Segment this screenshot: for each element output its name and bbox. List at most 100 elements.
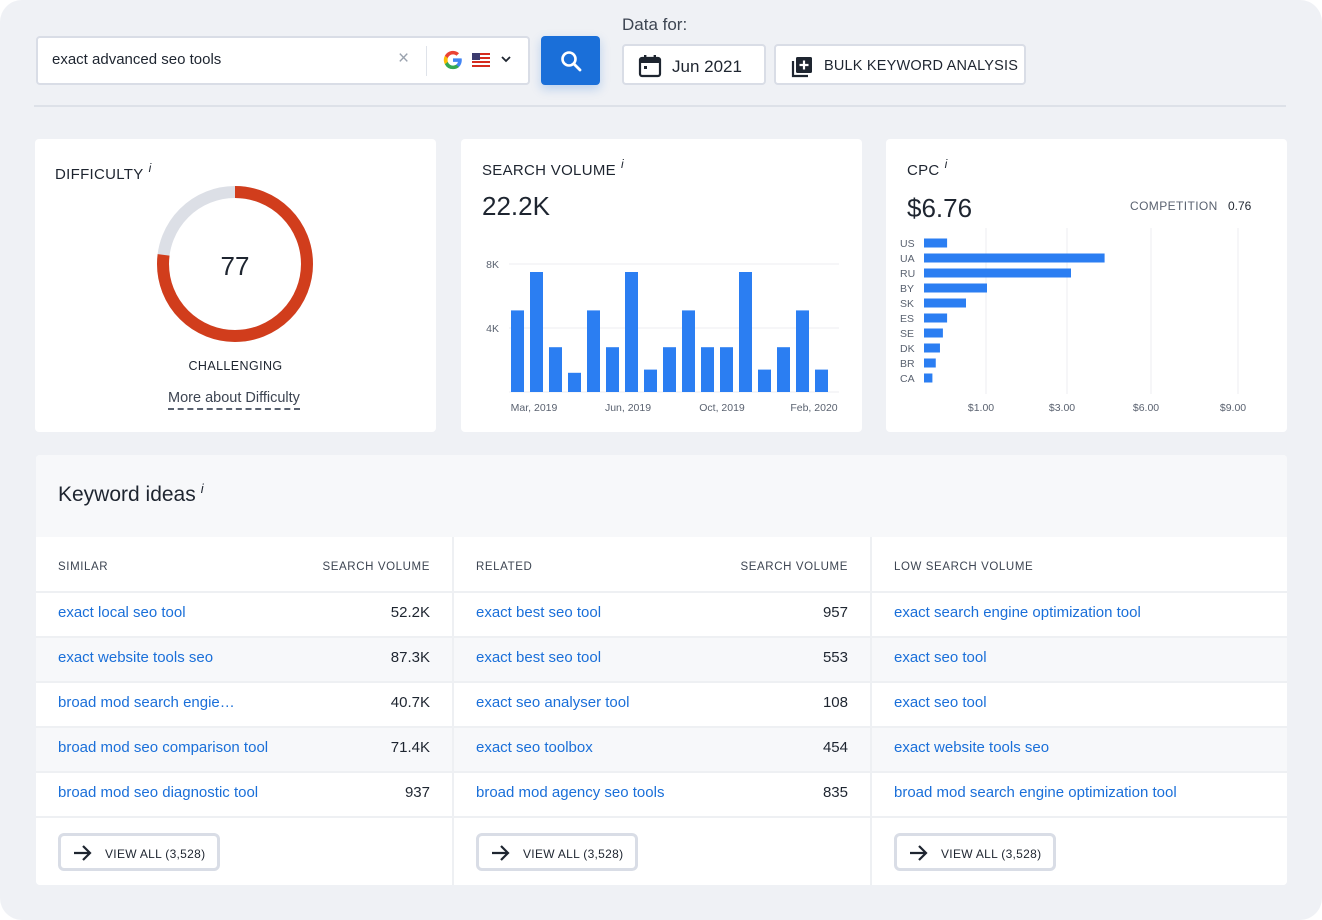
table-row: exact website tools seo 87.3K (36, 638, 452, 683)
volume-bar (701, 347, 714, 392)
keyword-link[interactable]: exact seo tool (894, 649, 987, 666)
search-volume-title: SEARCH VOLUME i (482, 157, 624, 179)
volume-bar (663, 347, 676, 392)
volume-value: 40.7K (390, 694, 430, 711)
related-header: RELATED (476, 561, 533, 573)
keyword-link[interactable]: broad mod agency seo tools (476, 784, 665, 801)
volume-bar (777, 347, 790, 392)
keyword-link[interactable]: exact best seo tool (476, 649, 602, 666)
date-picker-button[interactable]: Jun 2021 (622, 44, 766, 85)
keyword-ideas-header: Keyword ideas i (36, 455, 1287, 537)
view-all-related-button[interactable]: VIEW ALL (3,528) (476, 833, 638, 871)
difficulty-title-text: DIFFICULTY (55, 166, 144, 183)
country-label: ES (900, 313, 914, 325)
volume-bar (796, 310, 809, 392)
arrow-right-icon (910, 845, 928, 861)
table-row: broad mod search engine optimization too… (872, 773, 1287, 818)
cpc-title-text: CPC (907, 162, 940, 179)
google-icon[interactable] (442, 49, 464, 71)
volume-bar (530, 272, 543, 392)
low-column-header: LOW SEARCH VOLUME (872, 537, 1287, 593)
competition-label: COMPETITION (1130, 199, 1218, 213)
view-all-label: VIEW ALL (3,528) (523, 847, 624, 861)
date-label: Jun 2021 (672, 57, 742, 76)
country-label: DK (900, 343, 915, 355)
difficulty-title: DIFFICULTY i (55, 161, 152, 183)
cpc-bar (924, 313, 948, 323)
view-all-similar-button[interactable]: VIEW ALL (3,528) (58, 833, 220, 871)
x-tick-label: Oct, 2019 (699, 402, 745, 414)
keyword-ideas-title: Keyword ideas i (58, 481, 204, 507)
keyword-link[interactable]: exact local seo tool (58, 604, 186, 621)
keyword-link[interactable]: exact website tools seo (58, 649, 214, 666)
keyword-ideas-panel: Keyword ideas i SIMILAR SEARCH VOLUME exa… (36, 455, 1287, 885)
more-about-difficulty-link[interactable]: More about Difficulty (168, 390, 300, 410)
info-icon[interactable]: i (620, 157, 624, 171)
volume-bar (511, 310, 524, 392)
table-row: exact local seo tool 52.2K (36, 593, 452, 638)
country-label: BY (900, 283, 914, 295)
cpc-bar (924, 268, 1071, 278)
keyword-link[interactable]: broad mod search engie… (58, 694, 235, 711)
x-tick-label: $1.00 (968, 402, 994, 414)
search-button[interactable] (541, 36, 600, 85)
keyword-search-field[interactable]: exact advanced seo tools × (36, 36, 530, 85)
table-row: exact seo tool (872, 638, 1287, 683)
low-search-volume-header: LOW SEARCH VOLUME (894, 561, 1034, 573)
table-row: broad mod seo comparison tool 71.4K (36, 728, 452, 773)
volume-value: 71.4K (390, 739, 430, 756)
difficulty-card: DIFFICULTY i 77 CHALLENGING More about Di… (35, 139, 436, 432)
volume-value: 553 (822, 649, 848, 666)
chevron-down-icon[interactable] (500, 53, 512, 65)
x-tick-label: Jun, 2019 (605, 402, 651, 414)
bulk-keyword-analysis-button[interactable]: BULK KEYWORD ANALYSIS (774, 44, 1026, 85)
gauge-fill (157, 186, 313, 342)
search-volume-header: SEARCH VOLUME (322, 561, 430, 573)
country-label: SK (900, 298, 914, 310)
keyword-link[interactable]: broad mod seo comparison tool (58, 739, 269, 756)
difficulty-gauge: 77 (157, 186, 313, 342)
keyword-link[interactable]: exact seo analyser tool (476, 694, 630, 711)
country-label: US (900, 238, 915, 250)
info-icon[interactable]: i (200, 481, 204, 496)
volume-bar (568, 372, 581, 392)
search-volume-chart: 8K 4K Mar, 2019 Jun, 2019 Oct, 2019 Feb, 2020 (486, 259, 839, 414)
cpc-card: CPC i $6.76 COMPETITION 0.76 US UA RU BY SK ES… (886, 139, 1287, 432)
info-icon[interactable]: i (148, 161, 152, 175)
keyword-link[interactable]: broad mod seo diagnostic tool (58, 784, 259, 801)
country-label: CA (900, 373, 915, 385)
bulk-label: BULK KEYWORD ANALYSIS (824, 58, 1019, 74)
keyword-link[interactable]: broad mod search engine optimization too… (894, 784, 1177, 801)
cpc-title: CPC i (907, 157, 948, 179)
volume-bar (587, 310, 600, 392)
x-tick-label: $6.00 (1133, 402, 1159, 414)
cpc-bar (924, 238, 948, 248)
search-volume-value: 22.2K (482, 191, 550, 221)
search-volume-title-text: SEARCH VOLUME (482, 162, 616, 179)
country-label: UA (900, 253, 915, 265)
keyword-link[interactable]: exact best seo tool (476, 604, 602, 621)
related-column-header: RELATED SEARCH VOLUME (454, 537, 870, 593)
view-all-label: VIEW ALL (3,528) (941, 847, 1042, 861)
divider (426, 46, 427, 76)
keyword-link[interactable]: exact search engine optimization tool (894, 604, 1141, 621)
view-all-low-button[interactable]: VIEW ALL (3,528) (894, 833, 1056, 871)
search-input[interactable]: exact advanced seo tools (52, 51, 222, 68)
table-row: broad mod agency seo tools 835 (454, 773, 870, 818)
keyword-link[interactable]: exact website tools seo (894, 739, 1050, 756)
table-row: exact best seo tool 957 (454, 593, 870, 638)
search-icon (561, 51, 582, 72)
x-tick-label: Mar, 2019 (511, 402, 558, 414)
table-row: exact best seo tool 553 (454, 638, 870, 683)
info-icon[interactable]: i (944, 157, 948, 171)
table-row: exact seo tool (872, 683, 1287, 728)
us-flag-icon[interactable] (472, 53, 490, 67)
country-label: BR (900, 358, 915, 370)
keyword-link[interactable]: exact seo tool (894, 694, 987, 711)
clear-icon[interactable]: × (398, 48, 410, 69)
similar-header: SIMILAR (58, 561, 109, 573)
keyword-link[interactable]: exact seo toolbox (476, 739, 593, 756)
cpc-bar (924, 373, 933, 383)
y-tick-label: 8K (486, 259, 499, 271)
